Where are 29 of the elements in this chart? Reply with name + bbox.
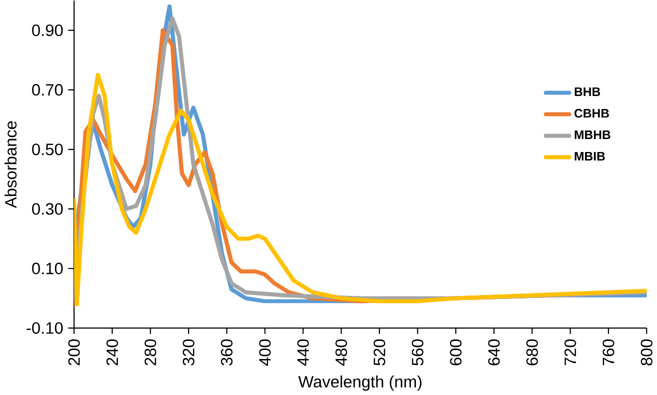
x-tick-label: 440 (297, 339, 309, 366)
y-tick-label: 0.50 (32, 143, 63, 156)
x-tick-label: 200 (68, 339, 80, 366)
y-axis-title: Absorbance (4, 121, 17, 208)
x-tick-label: 680 (526, 339, 538, 366)
x-tick-label: 800 (640, 339, 652, 366)
x-tick-label: 320 (182, 339, 194, 366)
legend-label: MBHB (574, 130, 610, 139)
x-tick-label: 600 (450, 339, 462, 366)
y-tick-label: 0.90 (32, 24, 63, 36)
x-tick-label: 360 (220, 339, 233, 366)
x-tick-label: 480 (335, 339, 348, 366)
x-tick-label: 560 (412, 339, 424, 366)
legend-label: BHB (574, 87, 600, 96)
x-tick-label: 520 (374, 339, 386, 366)
y-tick-label: 0.30 (32, 202, 63, 215)
x-tick-label: 240 (106, 339, 118, 366)
y-tick-label: -0.10 (26, 322, 63, 334)
line-series (74, 72, 647, 306)
x-axis-title: Wavelength (nm) (298, 375, 422, 391)
y-tick-label: 0.10 (32, 262, 63, 274)
x-tick-label: 640 (488, 339, 500, 366)
x-tick-label: 280 (144, 339, 156, 366)
x-tick-label: 400 (259, 339, 271, 366)
y-tick-label: 0.70 (32, 84, 63, 96)
legend-label: MBIB (574, 152, 605, 160)
x-tick-label: 720 (564, 339, 576, 366)
legend-label: CBHB (574, 108, 609, 118)
x-tick-label: 760 (602, 339, 614, 366)
